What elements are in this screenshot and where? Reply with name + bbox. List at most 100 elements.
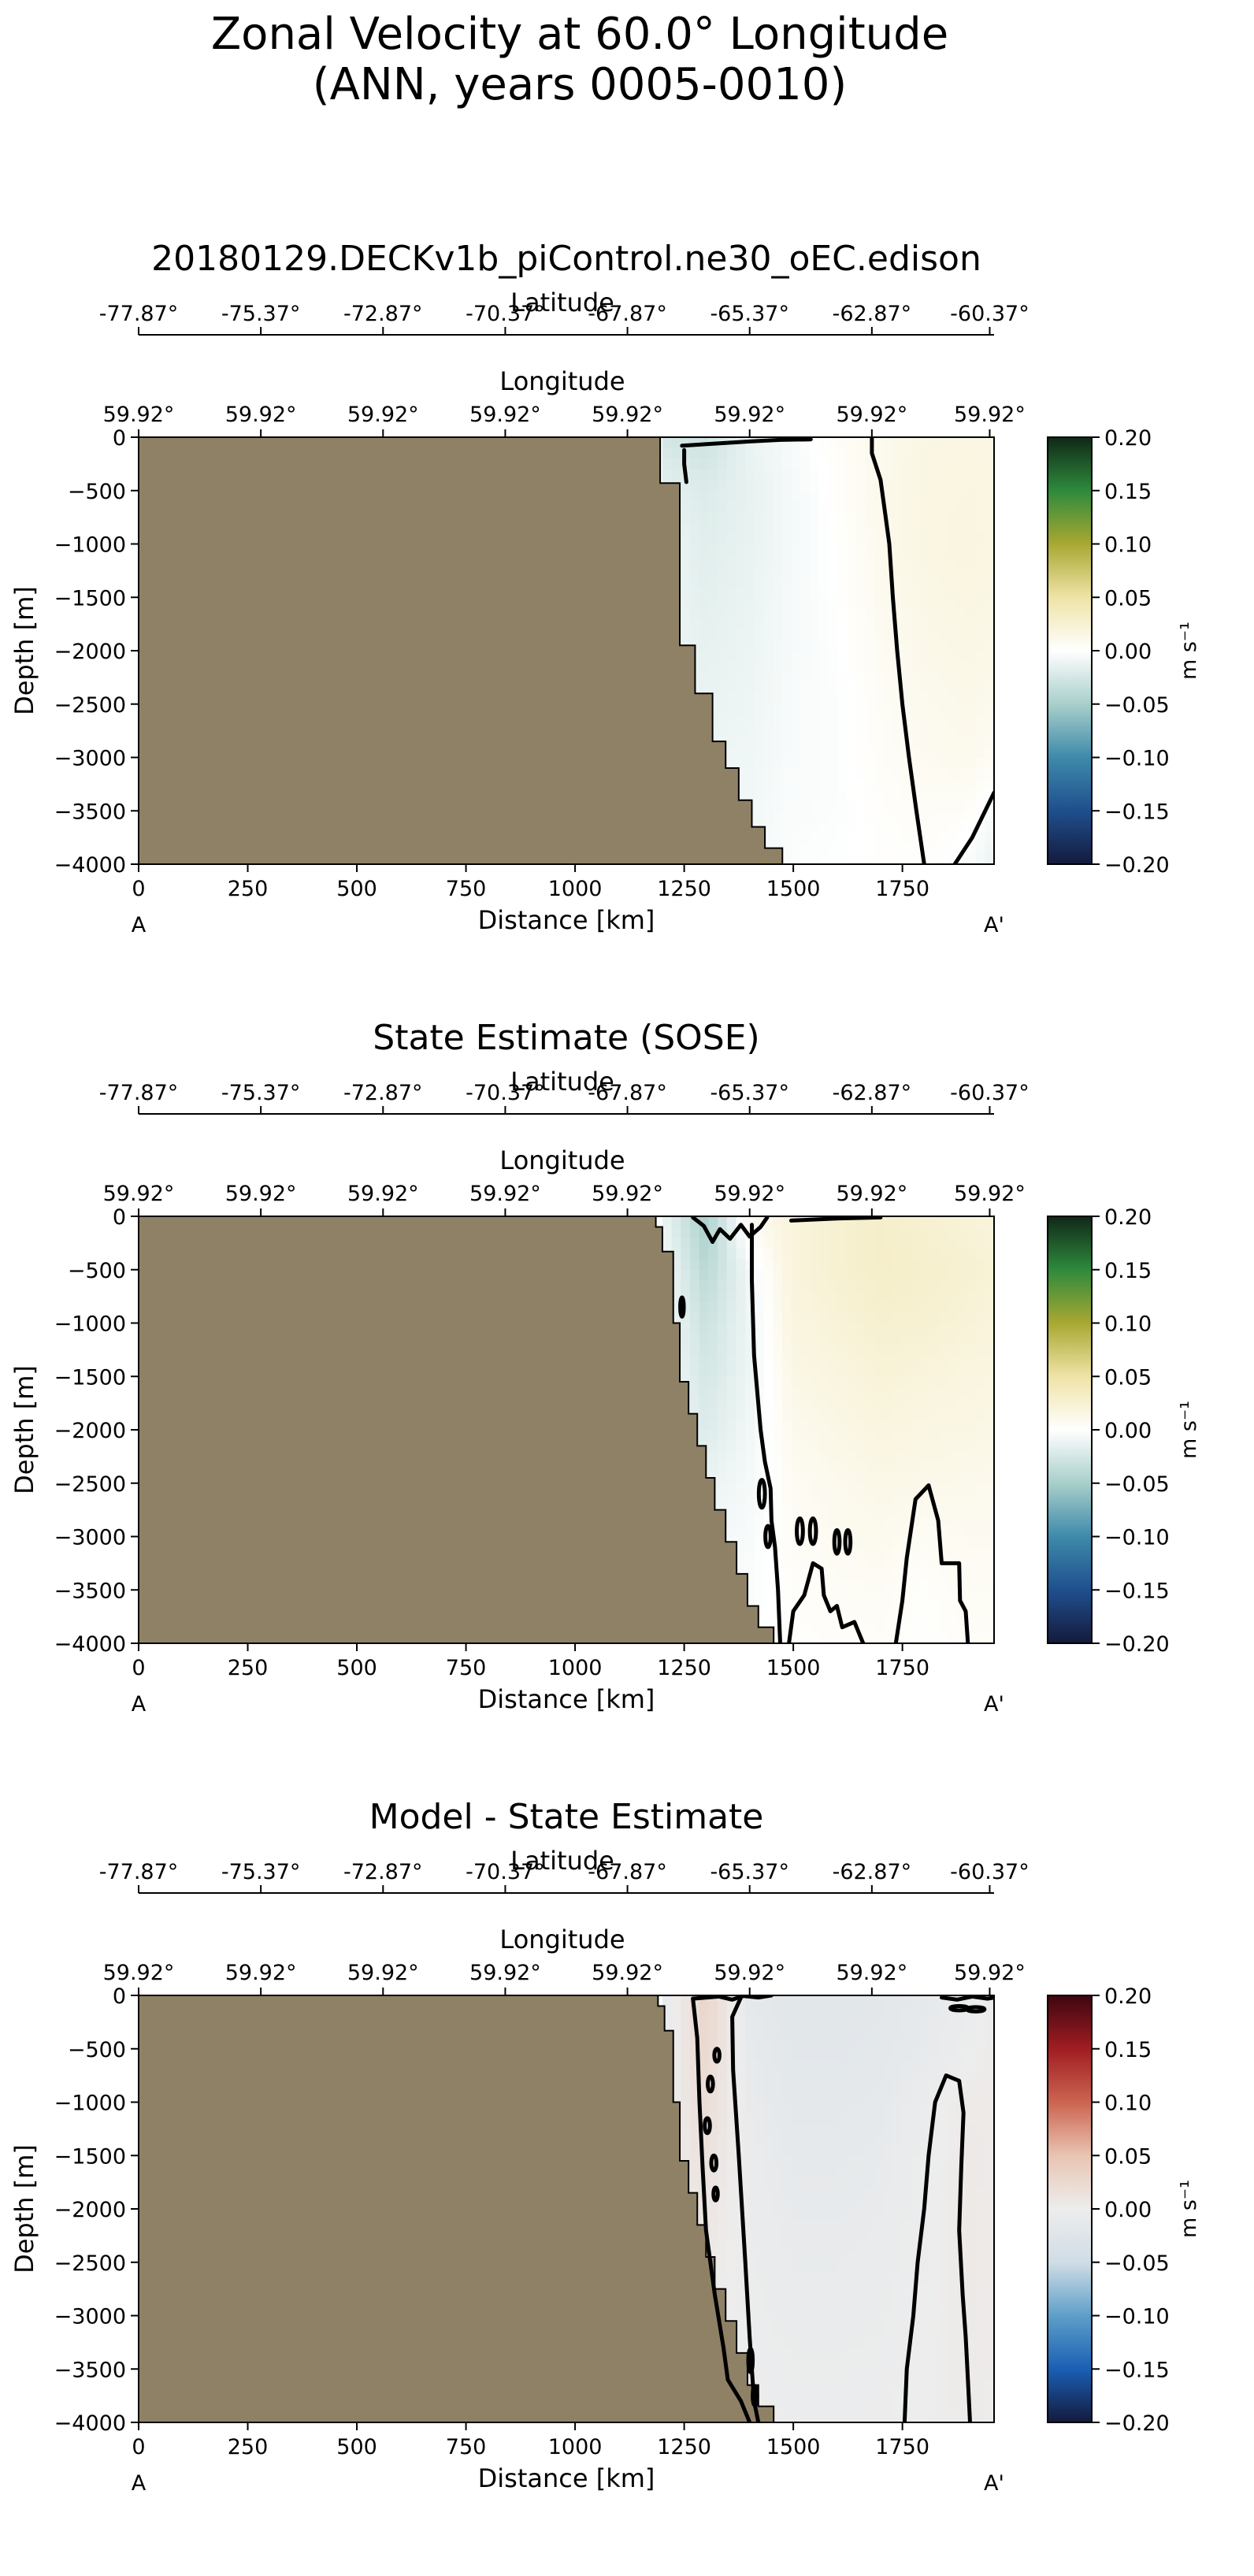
zero-contours [691,1995,994,2422]
field-cell [681,2027,691,2039]
field-cell [855,778,866,790]
field-cell [846,458,857,470]
field-cell [920,1525,930,1538]
field-cell [846,853,857,864]
field-cell [763,1312,774,1324]
field-cell [892,1355,903,1367]
field-cell [966,1451,977,1463]
field-cell [966,586,977,599]
field-cell [985,1504,994,1516]
field-cell [726,1290,737,1303]
field-cell [837,842,848,855]
field-cell [948,511,959,524]
field-cell [920,576,930,588]
field-cell [718,1430,728,1442]
field-cell [837,1504,848,1516]
panel-1: 20180129.DECKv1b_piControl.ne30_oEC.edis… [9,239,1201,937]
field-cell [948,2379,959,2392]
field-cell [818,1312,829,1324]
field-cell [902,586,912,599]
field-cell [883,661,894,673]
field-cell [985,853,994,864]
field-cell [837,1334,848,1346]
field-cell [781,811,792,822]
field-cell [800,1323,811,1334]
field-cell [828,565,838,577]
field-cell [948,1590,959,1602]
field-cell [892,2017,903,2029]
field-cell [736,1430,746,1442]
field-cell [975,480,986,492]
field-cell [828,447,838,459]
field-cell [957,1248,967,1260]
field-cell [865,2187,875,2199]
field-cell [938,458,949,470]
lat-axis-label: Latitude [510,1067,614,1097]
field-cell [800,682,811,694]
panel-title: 20180129.DECKv1b_piControl.ne30_oEC.edis… [151,239,981,279]
field-cell [883,2294,894,2306]
field-cell [810,533,820,545]
field-cell [837,533,848,545]
field-cell [938,768,949,780]
field-cell [828,2209,838,2221]
field-cell [754,2123,765,2135]
field-cell [763,1259,774,1271]
field-cell [883,1461,894,1473]
field-cell [985,1344,994,1356]
field-cell [726,1430,737,1442]
field-cell [736,565,746,577]
field-cell [874,2038,885,2050]
field-cell [911,544,922,555]
field-cell [681,1227,691,1238]
field-cell [846,2069,857,2082]
field-cell [975,2348,986,2359]
field-cell [837,2059,848,2071]
field-cell [699,1238,710,1249]
field-cell [911,607,922,620]
field-cell [828,2273,838,2285]
field-cell [929,832,940,844]
field-cell [929,2230,940,2242]
field-cell [929,1280,940,1292]
field-cell [726,1472,737,1484]
field-cell [791,1483,802,1495]
field-cell [975,1280,986,1292]
field-cell [865,2059,875,2071]
field-cell [837,1312,848,1324]
field-cell [800,1504,811,1516]
field-cell [818,1419,829,1431]
field-cell [736,501,746,513]
field-cell [883,1419,894,1431]
field-cell [810,501,820,513]
field-cell [966,1334,977,1346]
field-cell [985,2048,994,2061]
field-cell [837,2080,848,2092]
field-cell [726,746,737,759]
field-cell [902,693,912,705]
field-cell [948,736,959,748]
field-cell [985,2379,994,2392]
field-cell [773,1280,783,1292]
field-cell [966,2283,977,2296]
field-cell [846,2144,857,2157]
field-cell [708,458,718,470]
field-cell [975,640,986,651]
field-cell [828,533,838,545]
field-cell [911,1397,922,1409]
field-cell [791,2315,802,2327]
field-cell [938,437,949,449]
field-cell [948,1238,959,1249]
field-cell [911,1483,922,1495]
field-cell [892,1397,903,1409]
field-cell [985,2080,994,2092]
lon-tick-label: 59.92° [469,1182,541,1206]
field-cell [837,480,848,492]
x-tick-label: 1250 [657,2435,711,2459]
field-cell [966,458,977,470]
field-cell [736,2283,746,2296]
field-cell [892,2240,903,2252]
field-cell [846,437,857,449]
field-cell [985,1280,994,1292]
field-cell [920,1365,930,1378]
